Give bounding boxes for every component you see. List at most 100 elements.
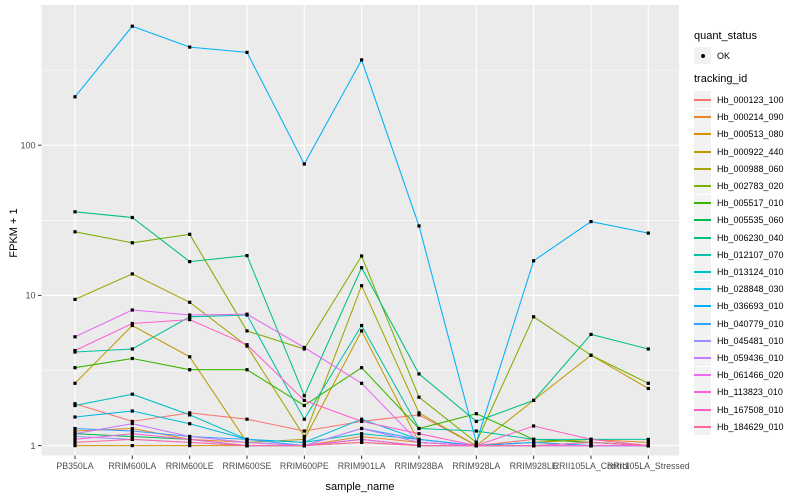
data-point <box>130 437 134 441</box>
data-point <box>188 444 192 448</box>
data-point <box>646 440 650 444</box>
data-point <box>188 260 192 264</box>
data-point <box>73 434 77 439</box>
legend-item-label: Hb_061466_020 <box>717 370 784 381</box>
data-point <box>73 335 77 339</box>
data-point <box>188 355 192 359</box>
data-point <box>589 220 593 224</box>
data-point <box>360 329 364 333</box>
data-point <box>302 437 306 441</box>
line-swatch-icon <box>694 211 711 229</box>
legend-quant-status-title: quant_status <box>694 30 757 42</box>
data-point <box>589 353 593 357</box>
x-tick-label: RRIM928LA <box>452 461 500 471</box>
legend-item-label: Hb_000513_080 <box>717 129 784 140</box>
x-tick-label: RRIM600PE <box>280 461 329 471</box>
data-point <box>188 411 192 415</box>
data-point <box>302 162 306 166</box>
data-point <box>302 440 306 444</box>
data-point <box>188 232 192 236</box>
data-point <box>130 432 134 436</box>
legend-item-Hb_005517_010: Hb_005517_010 <box>694 194 784 212</box>
data-point <box>360 432 364 436</box>
data-point <box>188 368 192 372</box>
legend-item-label: Hb_113823_010 <box>717 387 783 398</box>
data-point <box>73 348 77 353</box>
x-tick-label: RRIM600SE <box>223 461 272 471</box>
data-point <box>532 444 536 448</box>
data-point <box>646 347 650 351</box>
data-point <box>646 381 650 385</box>
legend-item-label: Hb_036693_010 <box>717 301 784 312</box>
data-point <box>73 95 77 99</box>
line-swatch-icon <box>694 125 711 143</box>
legend-item-label: Hb_184629_010 <box>717 421 784 432</box>
data-point <box>532 398 536 402</box>
data-point <box>130 429 134 433</box>
data-point <box>360 254 364 258</box>
data-point <box>130 392 134 396</box>
x-tick-label: RRIM928LE <box>510 461 558 471</box>
data-point <box>245 444 249 448</box>
data-point <box>474 412 478 416</box>
data-point <box>245 254 249 258</box>
data-point <box>245 437 249 441</box>
data-point <box>73 210 77 214</box>
data-point <box>360 366 364 370</box>
legend-item-label: Hb_002783_020 <box>717 180 784 191</box>
line-swatch-icon <box>694 315 711 332</box>
x-tick-label: RRIM600LE <box>166 461 214 471</box>
data-point <box>360 266 364 270</box>
legend-item-ok: OK <box>694 47 730 64</box>
legend-item-Hb_000214_090: Hb_000214_090 <box>694 108 784 126</box>
data-point <box>73 381 77 385</box>
data-point <box>417 444 421 448</box>
data-point <box>245 50 249 54</box>
data-point <box>188 437 192 441</box>
data-point <box>130 321 134 326</box>
legend-item-label: Hb_040779_010 <box>717 318 784 329</box>
data-point <box>188 313 192 317</box>
legend-item-Hb_184629_010: Hb_184629_010 <box>694 418 784 436</box>
data-point <box>417 426 421 431</box>
legend-item-Hb_028848_030: Hb_028848_030 <box>694 280 784 298</box>
line-swatch-icon <box>694 297 711 315</box>
data-point <box>532 440 536 444</box>
data-point <box>646 444 650 448</box>
legend-item-label: Hb_059436_010 <box>717 352 784 363</box>
data-point <box>188 434 192 439</box>
line-swatch-icon <box>694 177 711 195</box>
data-point <box>417 372 421 376</box>
line-swatch-icon <box>694 160 711 178</box>
data-point <box>474 444 478 448</box>
data-point <box>302 394 306 398</box>
legend-item-Hb_012107_070: Hb_012107_070 <box>694 246 784 264</box>
data-point <box>130 444 134 448</box>
legend-item-label: OK <box>717 50 731 61</box>
data-point <box>130 356 134 361</box>
legend-item-Hb_013124_010: Hb_013124_010 <box>694 263 784 281</box>
line-swatch-icon <box>694 332 711 350</box>
line-swatch-icon <box>694 108 711 126</box>
data-point <box>646 437 650 441</box>
legend-item-Hb_000988_060: Hb_000988_060 <box>694 160 784 178</box>
data-point <box>589 437 593 441</box>
data-point <box>73 437 77 441</box>
data-point <box>302 417 306 421</box>
legend-item-label: Hb_000922_440 <box>717 146 784 157</box>
data-point <box>532 437 536 441</box>
data-point <box>73 429 77 433</box>
data-point <box>360 434 364 439</box>
data-point <box>360 58 364 62</box>
y-tick-label: 1 <box>30 441 35 451</box>
data-point <box>589 440 593 444</box>
data-point <box>188 413 192 417</box>
y-tick-label: 10 <box>25 291 35 301</box>
legend-item-label: Hb_000988_060 <box>717 163 784 174</box>
data-point <box>188 45 192 49</box>
data-point <box>73 444 77 448</box>
data-point <box>73 403 77 408</box>
data-point <box>417 437 421 441</box>
